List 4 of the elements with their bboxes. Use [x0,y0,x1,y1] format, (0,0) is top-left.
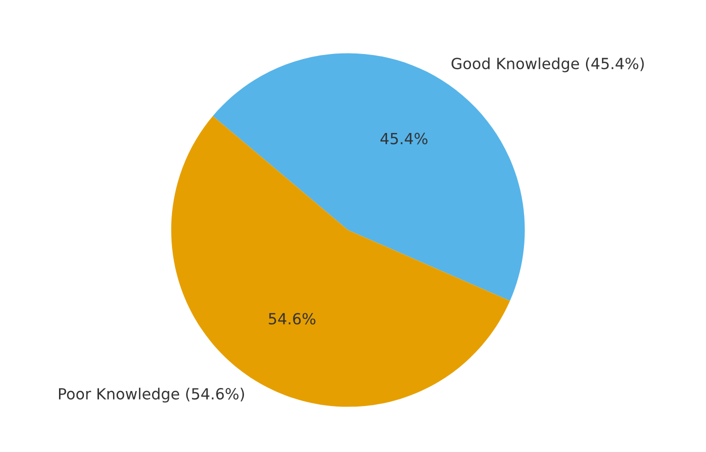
data-label: 54.6% [268,312,316,325]
slice-label: Poor Knowledge (54.6%) [59,388,244,403]
slice-label: Good Knowledge (45.4%) [452,57,644,72]
data-label: 45.4% [380,132,428,144]
